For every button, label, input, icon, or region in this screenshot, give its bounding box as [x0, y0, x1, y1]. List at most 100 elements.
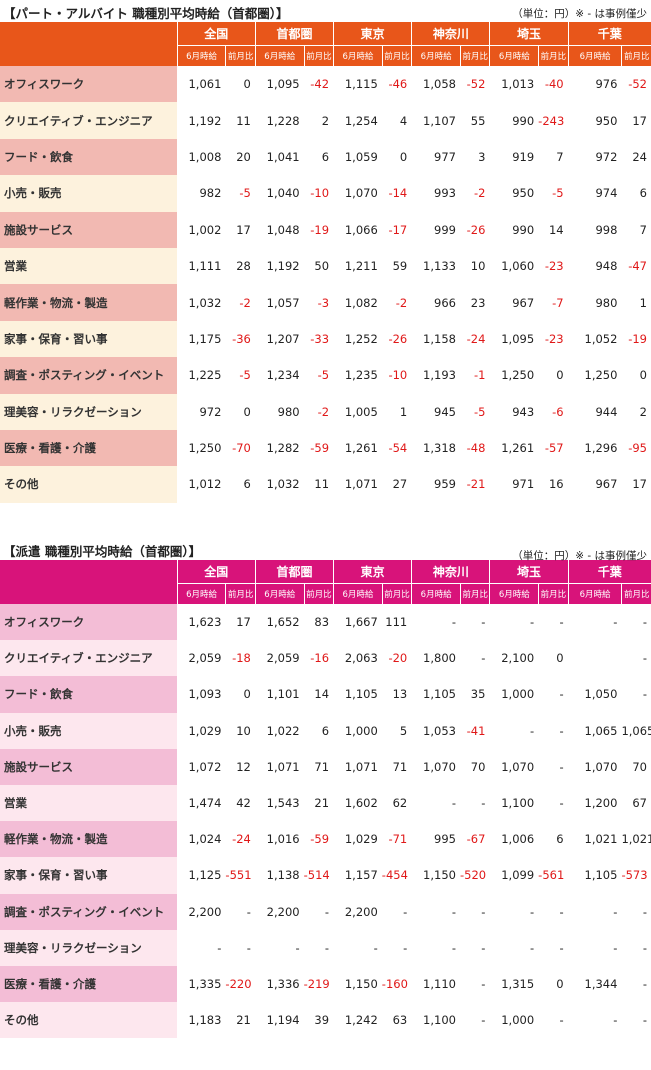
region-header-row: 全国 首都圏 東京 神奈川 埼玉 千葉: [0, 560, 651, 604]
hourly-wage-cell: -: [613, 904, 618, 919]
monthly-diff-cell: -: [642, 687, 647, 702]
monthly-diff-cell: 17: [632, 477, 647, 492]
monthly-diff-cell: 111: [385, 615, 408, 630]
monthly-diff-cell: -5: [552, 186, 564, 201]
hourly-wage-cell: 1,093: [188, 687, 222, 702]
hourly-wage-cell: 1,602: [344, 796, 378, 811]
monthly-diff-cell: -2: [317, 404, 330, 419]
region-header: 埼玉: [489, 22, 568, 45]
table-row: フード・飲食 1,093 0 1,101 14 1,105 13 1,105 35 1,000 - 1…: [0, 676, 651, 713]
table-row: 調査・ポスティング・イベント 2,200-2,200-2,200- - - - - - -: [0, 893, 651, 930]
hourly-wage-cell: 1,652: [266, 615, 300, 630]
monthly-diff-cell: -57: [544, 441, 564, 456]
hourly-wage-cell: 977: [434, 149, 456, 164]
region-header: 首都圏: [254, 560, 334, 583]
monthly-diff-cell: -2: [473, 186, 486, 201]
hourly-wage-cell: 995: [434, 832, 456, 847]
dispatch-title: 【派遣 職種別平均時給（首都圏）】: [3, 544, 202, 559]
hourly-wage-cell: -: [530, 904, 535, 919]
part-time-title: 【パート・アルバイト 職種別平均時給（首都圏）】: [3, 6, 289, 21]
monthly-diff-cell: -70: [232, 441, 251, 456]
hourly-wage-cell: 1,150: [344, 976, 378, 991]
hourly-wage-cell: 1,157: [344, 868, 378, 883]
monthly-diff-cell: 12: [236, 759, 251, 774]
hourly-wage-cell: 1,082: [344, 295, 378, 310]
diff-sub-header: 前月比: [381, 583, 412, 604]
hourly-wage-cell: 1,105: [584, 868, 618, 883]
hourly-wage-cell: 993: [434, 186, 456, 201]
hourly-wage-cell: 1,344: [584, 976, 618, 991]
table-row: 営業 1,111 28 1,192 50 1,211 59 1,133 10 1,060 -23 94…: [0, 247, 651, 285]
monthly-diff-cell: -59: [310, 832, 330, 847]
hourly-wage-cell: 1,115: [344, 77, 378, 92]
monthly-diff-cell: 83: [314, 615, 330, 630]
hourly-wage-cell: 1,194: [266, 1013, 300, 1028]
monthly-diff-cell: -: [481, 651, 486, 666]
monthly-diff-cell: -21: [466, 477, 486, 492]
monthly-diff-cell: -561: [538, 868, 565, 883]
monthly-diff-cell: 0: [243, 687, 251, 702]
monthly-diff-cell: 28: [236, 259, 251, 274]
monthly-diff-cell: -: [403, 940, 408, 955]
hourly-wage-cell: 990: [512, 222, 535, 237]
monthly-diff-cell: -243: [538, 113, 565, 128]
hourly-wage-cell: 2,063: [344, 651, 378, 666]
diff-sub-header: 前月比: [303, 583, 334, 604]
hourly-wage-cell: -: [530, 615, 535, 630]
wage-sub-header: 6月時給: [176, 45, 226, 66]
diff-sub-header: 前月比: [621, 45, 651, 66]
monthly-diff-cell: 16: [548, 477, 564, 492]
monthly-diff-cell: 70: [632, 759, 647, 774]
hourly-wage-cell: 1,193: [423, 368, 456, 383]
monthly-diff-cell: 6: [321, 149, 330, 164]
job-category-label: その他: [0, 466, 177, 503]
table-row: 理美容・リラクゼーション 972 0 980 -2 1,005 1 945 -5 943 -6 944…: [0, 393, 651, 430]
monthly-diff-cell: -26: [388, 331, 408, 346]
hourly-wage-cell: -: [451, 615, 456, 630]
hourly-wage-cell: 1,013: [501, 77, 535, 92]
hourly-wage-cell: 1,070: [584, 759, 618, 774]
monthly-diff-cell: 63: [392, 1013, 408, 1028]
monthly-diff-cell: 59: [392, 259, 408, 274]
monthly-diff-cell: -514: [303, 868, 330, 883]
hourly-wage-cell: 1,066: [344, 222, 378, 237]
monthly-diff-cell: -10: [310, 186, 330, 201]
region-header: 千葉: [567, 22, 651, 45]
monthly-diff-cell: -: [481, 796, 486, 811]
hourly-wage-cell: 1,211: [344, 259, 378, 274]
monthly-diff-cell: -24: [232, 832, 251, 847]
hourly-wage-cell: 976: [595, 77, 618, 92]
hourly-wage-cell: 1,070: [501, 759, 535, 774]
wage-sub-header: 6月時給: [489, 45, 539, 66]
monthly-diff-cell: 0: [556, 976, 564, 991]
region-header: 全国: [176, 22, 255, 45]
monthly-diff-cell: 1: [639, 295, 647, 310]
table-row: フード・飲食 1,008 20 1,041 6 1,059 0 977 3 919 7 972 24: [0, 138, 651, 176]
job-category-label: 軽作業・物流・製造: [0, 821, 177, 858]
hourly-wage-cell: 972: [199, 404, 222, 419]
hourly-wage-cell: -: [613, 1013, 618, 1028]
hourly-wage-cell: 2,200: [266, 904, 300, 919]
job-category-label: 施設サービス: [0, 211, 177, 248]
hourly-wage-cell: 972: [595, 149, 618, 164]
hourly-wage-cell: 945: [434, 404, 456, 419]
hourly-wage-cell: 1,100: [501, 796, 535, 811]
table-row: 小売・販売 1,029 10 1,022 6 1,000 5 1,053 -41 - - 1,065 1…: [0, 712, 651, 749]
monthly-diff-cell: 17: [236, 615, 251, 630]
monthly-diff-cell: 0: [399, 149, 408, 164]
job-category-label: 小売・販売: [0, 175, 177, 212]
hourly-wage-cell: 1,032: [266, 477, 300, 492]
wage-sub-header: 6月時給: [254, 45, 304, 66]
job-category-label: クリエイティブ・エンジニア: [0, 640, 177, 677]
table-row: 医療・看護・介護 1,250 -70 1,282 -59 1,261 -54 1,318 -48…: [0, 429, 651, 467]
hourly-wage-cell: 1,150: [423, 868, 456, 883]
monthly-diff-cell: 4: [399, 113, 408, 128]
diff-sub-header: 前月比: [225, 583, 255, 604]
hourly-wage-cell: [568, 640, 622, 676]
diff-sub-header: 前月比: [303, 45, 334, 66]
hourly-wage-cell: 1,071: [344, 477, 378, 492]
hourly-wage-cell: 1,296: [584, 441, 618, 456]
monthly-diff-cell: -5: [317, 368, 330, 383]
monthly-diff-cell: -20: [388, 651, 408, 666]
monthly-diff-cell: 21: [314, 796, 330, 811]
